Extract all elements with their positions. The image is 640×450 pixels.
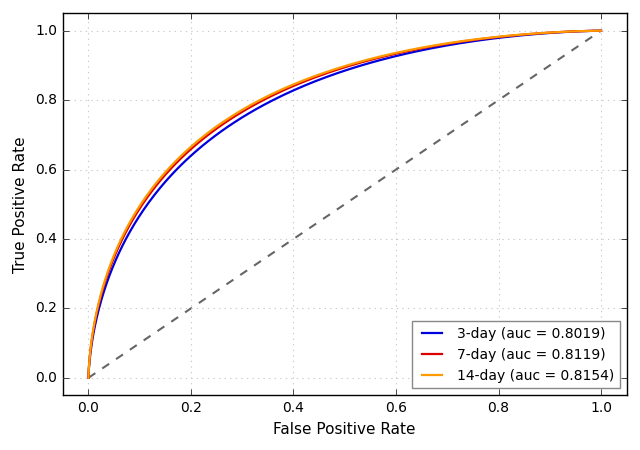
7-day (auc = 0.8119) [597, 28, 605, 33]
14-day (auc = 0.8154) [597, 28, 605, 33]
Line: 3-day (auc = 0.8019): 3-day (auc = 0.8019) [88, 31, 601, 378]
14-day (auc = 0.8154) [84, 375, 92, 381]
7-day (auc = 0.8119) [84, 375, 92, 381]
3-day (auc = 0.8019) [597, 28, 605, 33]
3-day (auc = 0.8019) [84, 375, 92, 380]
7-day (auc = 0.8119) [597, 28, 605, 33]
X-axis label: False Positive Rate: False Positive Rate [273, 422, 416, 436]
3-day (auc = 0.8019) [118, 243, 126, 248]
14-day (auc = 0.8154) [492, 34, 499, 40]
Line: 14-day (auc = 0.8154): 14-day (auc = 0.8154) [88, 31, 601, 378]
Legend: 3-day (auc = 0.8019), 7-day (auc = 0.8119), 14-day (auc = 0.8154): 3-day (auc = 0.8019), 7-day (auc = 0.811… [412, 321, 620, 388]
7-day (auc = 0.8119) [84, 375, 92, 380]
14-day (auc = 0.8154) [302, 76, 310, 82]
Y-axis label: True Positive Rate: True Positive Rate [13, 136, 28, 273]
14-day (auc = 0.8154) [84, 375, 92, 381]
7-day (auc = 0.8119) [493, 35, 500, 40]
3-day (auc = 0.8019) [84, 375, 92, 381]
14-day (auc = 0.8154) [116, 239, 124, 244]
7-day (auc = 0.8119) [116, 240, 124, 246]
Line: 7-day (auc = 0.8119): 7-day (auc = 0.8119) [88, 31, 601, 378]
7-day (auc = 0.8119) [84, 375, 92, 381]
3-day (auc = 0.8019) [597, 28, 605, 33]
3-day (auc = 0.8019) [495, 35, 503, 40]
14-day (auc = 0.8154) [84, 375, 92, 380]
3-day (auc = 0.8019) [84, 375, 92, 381]
14-day (auc = 0.8154) [597, 28, 605, 33]
3-day (auc = 0.8019) [309, 80, 317, 85]
7-day (auc = 0.8119) [304, 77, 312, 83]
